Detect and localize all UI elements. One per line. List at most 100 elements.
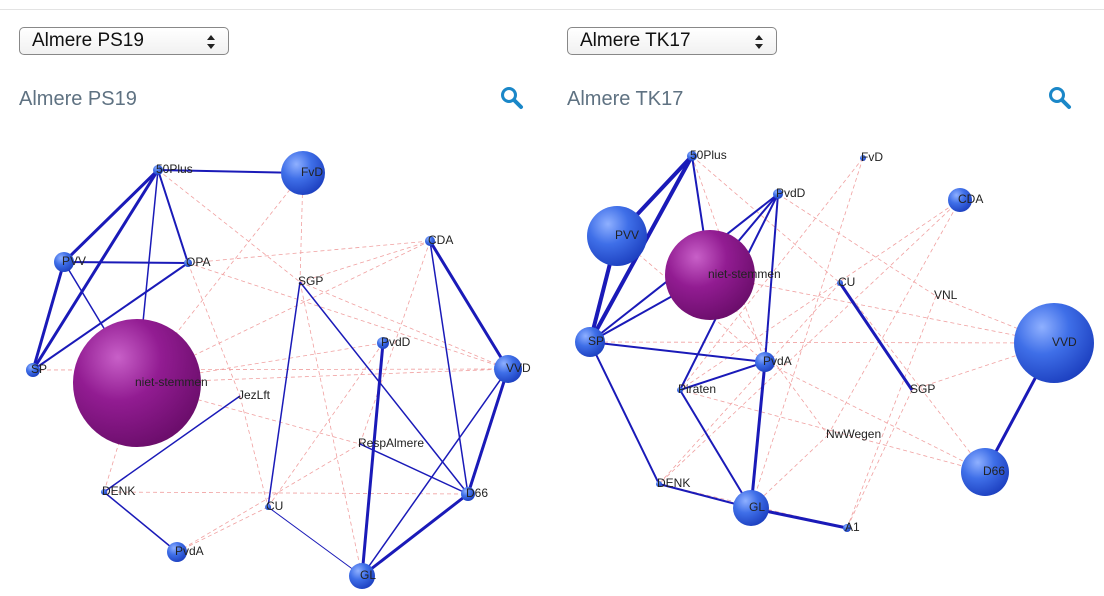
positive-edge [764,193,779,363]
edges [31,154,1056,578]
positive-edge [299,281,469,495]
negative-edge [827,199,961,436]
node-label: VNL [934,288,958,302]
positive-edge [589,341,766,363]
positive-edge [359,443,469,495]
positive-edge [157,169,304,174]
positive-edge [31,169,160,371]
node [101,489,107,495]
node [961,448,1009,496]
node-label: PvdA [763,354,792,368]
node-label: PvdD [776,186,806,200]
node-label: SP [31,362,47,376]
node [755,352,775,372]
node-label: FvD [861,150,883,164]
node [265,504,271,510]
node-label: VVD [1052,335,1077,349]
node [656,481,662,487]
panel-title: Almere TK17 [567,88,684,110]
node-label: Piraten [678,382,716,396]
node-label: SGP [298,274,323,288]
negative-edge [187,262,241,397]
positive-edge [157,169,189,264]
negative-edge [136,240,431,384]
dataset-select[interactable]: Almere PS19 [19,27,229,55]
negative-edge [777,193,937,297]
negative-edge [911,342,1055,391]
node [733,490,769,526]
node-label: GL [360,568,376,582]
negative-edge [750,157,864,509]
node [687,151,697,161]
positive-edge [361,368,509,577]
negative-edge [750,434,829,509]
node [494,355,522,383]
node-label: CDA [958,192,983,206]
positive-edge [679,389,752,509]
node-label: PVV [62,254,86,268]
negative-edge [176,443,361,553]
negative-edge [299,240,431,283]
node-label: DENK [102,484,135,498]
node [167,542,187,562]
positive-edge [749,361,767,509]
node [860,155,866,161]
node-label: D66 [983,464,1005,478]
nodes: 50Plus FvD PVV OPA SGP CDA PvdD VVD SP niet-stemm… [26,148,1094,589]
node-label: CU [838,275,855,289]
divider [0,9,1104,10]
positive-edge [32,262,189,371]
positive-edge [589,341,660,485]
node [54,252,74,272]
positive-edge [267,281,301,508]
node-label: 50Plus [156,162,193,176]
node [377,337,389,349]
node-label: PvdA [175,544,204,558]
node [26,363,40,377]
positive-edge [679,361,766,391]
node-label: A1 [845,520,860,534]
node [184,259,192,267]
negative-edge [846,295,937,529]
negative-edge [658,282,841,485]
node [575,327,605,357]
node-label: SGP [910,382,935,396]
positive-edge [103,491,178,553]
negative-edge [136,368,509,384]
node-label: SP [588,334,604,348]
negative-edge [176,506,269,553]
node-label: D66 [466,486,488,500]
positive-edge [361,492,469,578]
negative-edge [764,361,986,473]
positive-edge [31,261,66,371]
node [948,188,972,212]
negative-edge [616,235,766,363]
negative-edge [103,491,469,495]
node-label: PvdD [381,335,411,349]
node [153,165,163,175]
negative-edge [187,240,431,264]
zoom-icon[interactable] [500,86,524,110]
node [843,524,851,532]
node-label: RespAlmere [358,436,424,450]
node-label: DENK [657,476,690,490]
node-label: JezLft [238,388,271,402]
node-label: NwWegen [826,427,881,441]
select-arrows [755,35,763,49]
negative-edge [267,342,384,508]
node-label: niet-stemmen [135,375,208,389]
negative-edge [136,172,304,384]
zoom-icon[interactable] [1048,86,1072,110]
negative-edge [299,281,363,577]
node-label: FvD [301,165,323,179]
negative-edge [589,341,1055,344]
select-text: Almere PS19 [32,30,144,51]
dataset-select[interactable]: Almere TK17 [567,27,777,55]
positive-edge [838,282,914,391]
negative-edge [839,282,986,473]
node [837,280,843,286]
positive-edge [103,395,241,493]
node [425,236,435,246]
node [1014,303,1094,383]
